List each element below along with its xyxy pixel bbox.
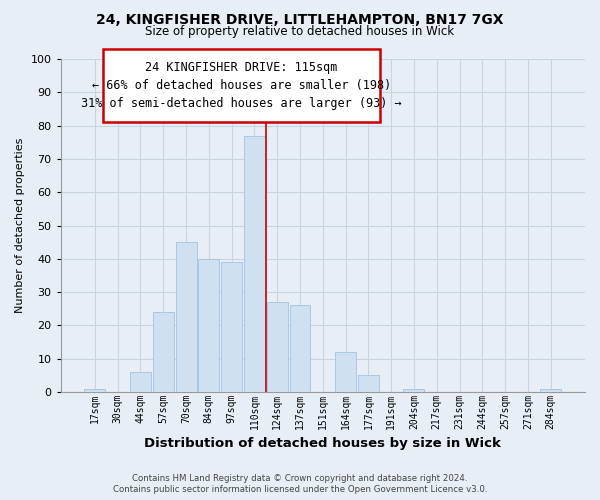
Text: 31% of semi-detached houses are larger (93) →: 31% of semi-detached houses are larger (… — [81, 98, 401, 110]
Bar — [130, 372, 151, 392]
Bar — [290, 306, 310, 392]
Bar — [403, 388, 424, 392]
Bar — [540, 388, 561, 392]
Bar — [358, 376, 379, 392]
Text: Size of property relative to detached houses in Wick: Size of property relative to detached ho… — [145, 25, 455, 38]
X-axis label: Distribution of detached houses by size in Wick: Distribution of detached houses by size … — [145, 437, 501, 450]
Bar — [153, 312, 174, 392]
FancyBboxPatch shape — [103, 49, 380, 122]
Bar — [85, 388, 106, 392]
Bar — [199, 259, 220, 392]
Text: Contains HM Land Registry data © Crown copyright and database right 2024.
Contai: Contains HM Land Registry data © Crown c… — [113, 474, 487, 494]
Text: 24 KINGFISHER DRIVE: 115sqm: 24 KINGFISHER DRIVE: 115sqm — [145, 60, 338, 74]
Y-axis label: Number of detached properties: Number of detached properties — [15, 138, 25, 313]
Bar — [176, 242, 197, 392]
Bar — [335, 352, 356, 392]
Text: ← 66% of detached houses are smaller (198): ← 66% of detached houses are smaller (19… — [92, 79, 391, 92]
Text: 24, KINGFISHER DRIVE, LITTLEHAMPTON, BN17 7GX: 24, KINGFISHER DRIVE, LITTLEHAMPTON, BN1… — [96, 12, 504, 26]
Bar — [221, 262, 242, 392]
Bar — [244, 136, 265, 392]
Bar — [267, 302, 287, 392]
